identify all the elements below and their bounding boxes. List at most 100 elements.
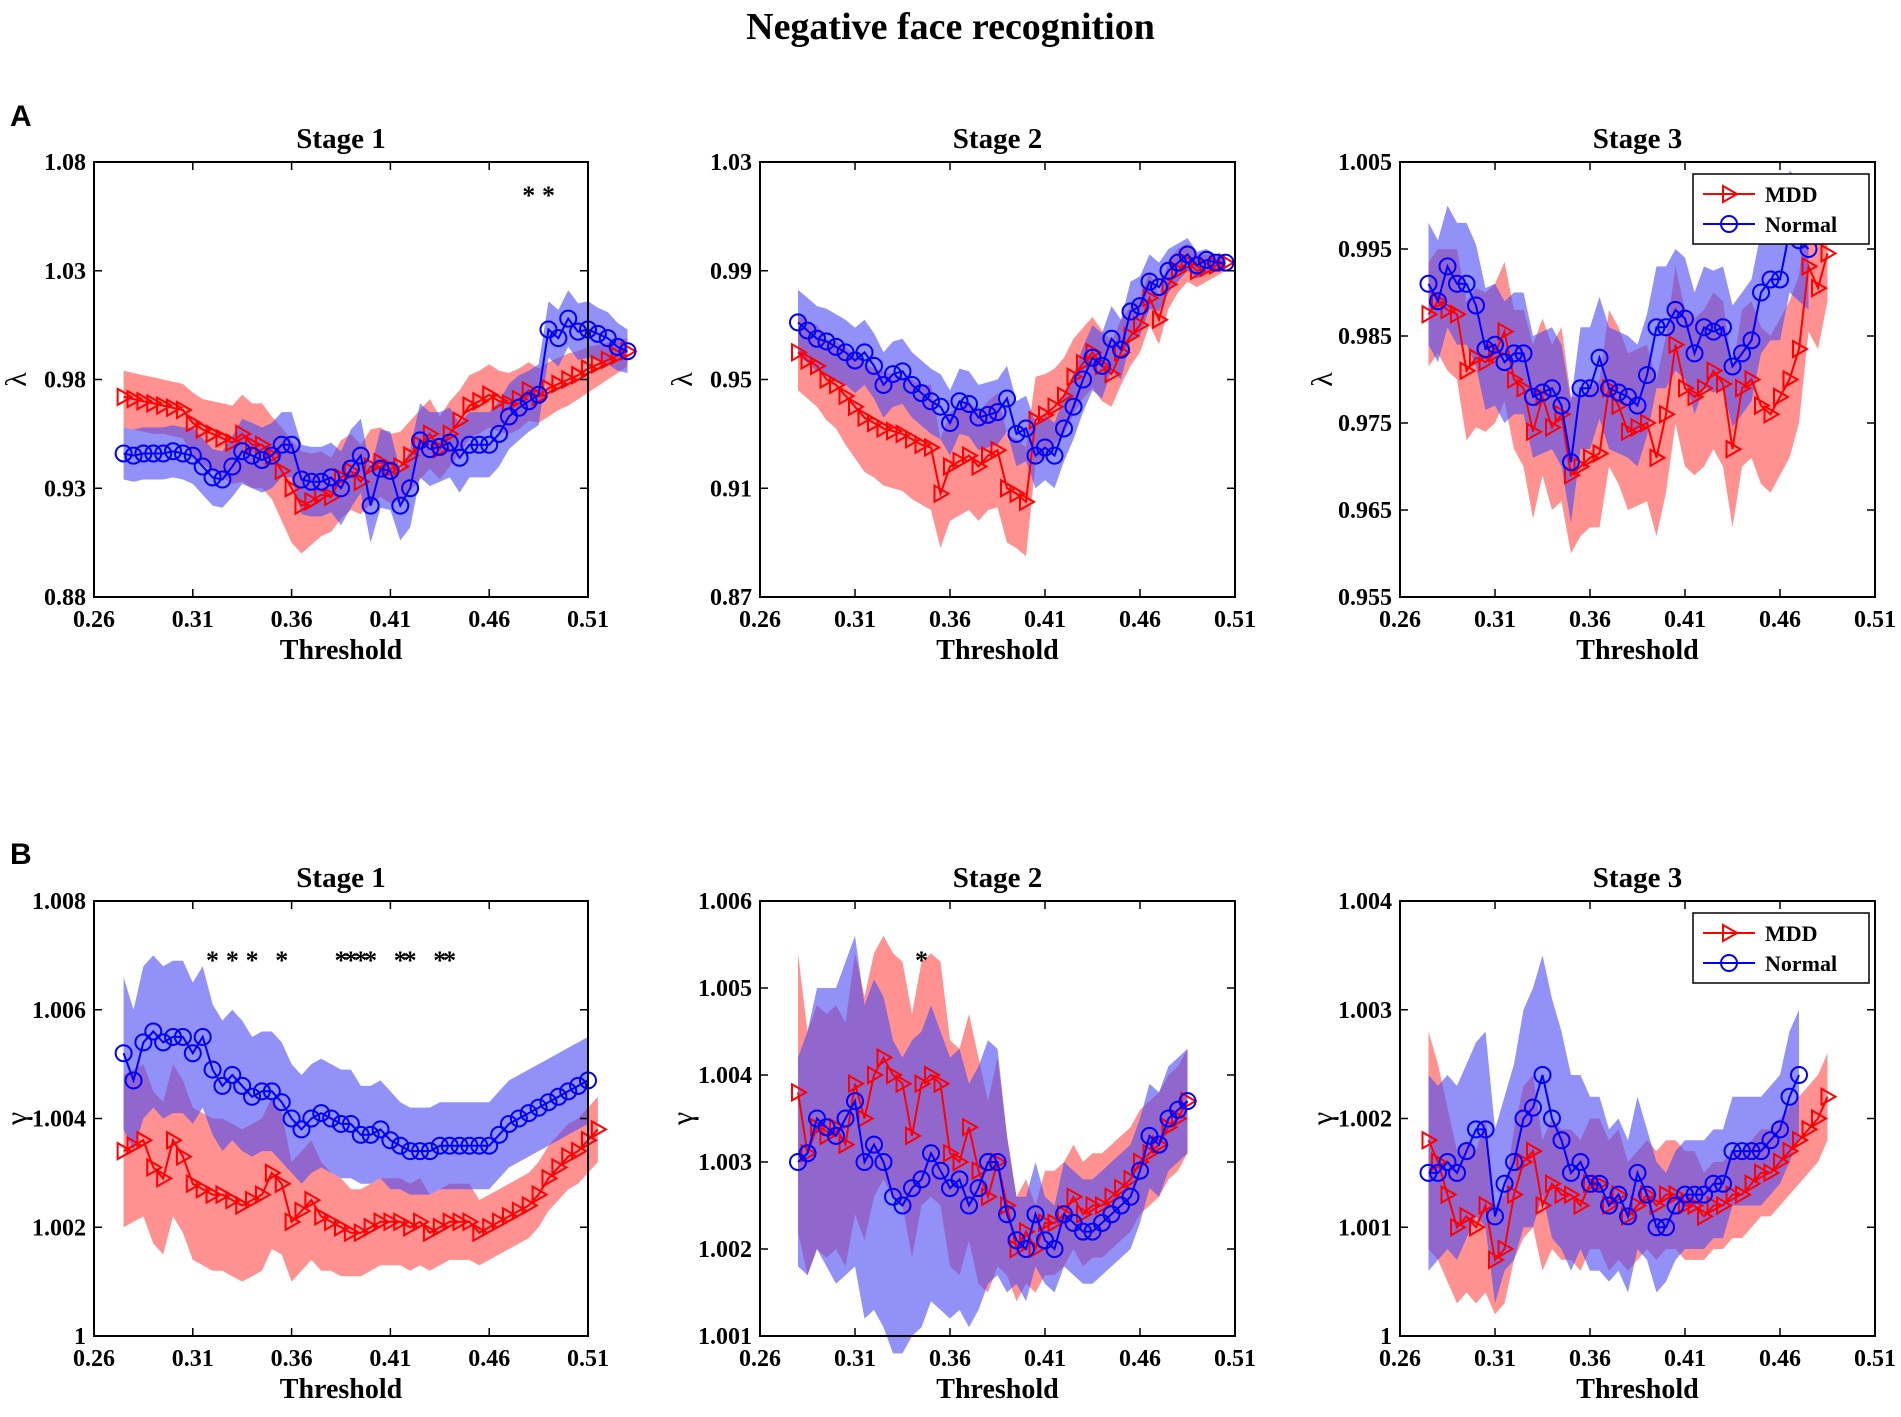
mdd-point: [791, 1082, 809, 1103]
mdd-point: [1085, 1195, 1103, 1216]
mdd-point: [571, 1141, 589, 1161]
normal-point: [509, 1109, 528, 1128]
normal-point: [1562, 453, 1580, 472]
mdd-point: [1649, 448, 1667, 468]
mdd-point: [1659, 404, 1677, 425]
normal-point: [827, 1126, 845, 1145]
legend-marker-normal: [1720, 215, 1738, 233]
x-tick-label: 0.46: [468, 1346, 510, 1372]
x-tick-label: 0.51: [1854, 607, 1896, 633]
normal-point: [499, 1114, 518, 1133]
normal-point: [979, 405, 997, 424]
mdd-point: [952, 451, 970, 471]
mdd-point: [1763, 1163, 1781, 1183]
x-tick-label: 0.41: [1024, 1346, 1066, 1372]
normal-point: [1467, 1120, 1485, 1139]
x-tick-label: 0.31: [834, 607, 876, 633]
y-tick-label: 0.91: [710, 476, 752, 502]
y-tick-label: 1.03: [44, 259, 86, 285]
normal-point: [154, 1033, 173, 1052]
legend-label-normal: Normal: [1765, 951, 1837, 976]
x-tick-label: 0.46: [1119, 607, 1161, 633]
normal-markers-5: [1419, 1066, 1808, 1237]
normal-point: [1419, 274, 1438, 293]
mdd-point: [1497, 1239, 1515, 1259]
mdd-point: [1621, 421, 1639, 442]
mdd-point: [981, 445, 999, 466]
mdd-point: [1706, 361, 1724, 381]
normal-point: [969, 408, 988, 427]
normal-point: [420, 440, 439, 459]
normal-point: [1638, 1185, 1656, 1204]
y-tick-label: 1.002: [32, 1215, 86, 1241]
y-tick-label: 0.955: [1338, 585, 1392, 611]
normal-point: [1102, 329, 1121, 348]
mdd-point: [492, 1212, 510, 1232]
mdd-point: [334, 467, 352, 488]
mdd-point: [1421, 304, 1439, 324]
mdd-point: [943, 456, 961, 477]
mdd-point: [1440, 1184, 1458, 1205]
normal-point: [884, 365, 902, 384]
y-tick-label: 1.002: [698, 1237, 752, 1263]
normal-point: [144, 444, 163, 463]
normal-point: [173, 1027, 192, 1046]
y-tick-label: 0.985: [1338, 324, 1392, 350]
mdd-point: [1583, 448, 1601, 468]
x-tick-label: 0.51: [1854, 1346, 1896, 1372]
mdd-point: [1573, 1195, 1591, 1216]
y-tick-label: 1.03: [710, 150, 752, 176]
normal-point: [1590, 348, 1609, 367]
x-tick-label: 0.26: [1379, 1346, 1421, 1372]
normal-point: [332, 1114, 350, 1133]
normal-point: [322, 1109, 341, 1128]
mdd-point: [848, 1073, 866, 1094]
significance-asterisk: *: [246, 946, 259, 975]
axes-frame-4: [759, 900, 1236, 1337]
y-axis-label: γ: [1306, 1112, 1339, 1126]
x-tick-label: 0.46: [1119, 1346, 1161, 1372]
x-tick-label: 0.26: [1379, 607, 1421, 633]
mdd-point: [800, 350, 818, 371]
mdd-point: [1516, 1152, 1534, 1172]
normal-point: [893, 362, 912, 381]
normal-point: [1543, 379, 1561, 398]
normal-point: [950, 392, 969, 411]
mdd-point: [1725, 439, 1743, 459]
mdd-point: [819, 1126, 837, 1146]
mdd-point: [304, 1190, 322, 1210]
mdd-point: [829, 1117, 847, 1137]
x-tick-label: 0.26: [73, 607, 115, 633]
mdd-point: [914, 1073, 932, 1094]
mdd-point: [1545, 1174, 1563, 1194]
x-tick-label: 0.26: [739, 1346, 781, 1372]
mdd-band-1: [798, 243, 1226, 557]
mdd-point: [1811, 278, 1829, 298]
y-tick-label: 1.004: [698, 1063, 752, 1089]
normal-point: [1581, 379, 1599, 398]
normal-point: [430, 1136, 449, 1155]
normal-point: [1495, 1174, 1514, 1193]
mdd-point: [1678, 1195, 1696, 1216]
normal-point: [1457, 274, 1476, 293]
mdd-point: [1564, 465, 1582, 485]
mdd-point: [1478, 352, 1496, 372]
normal-band-1: [798, 238, 1226, 489]
mdd-point: [1668, 334, 1686, 355]
normal-point: [865, 356, 883, 375]
normal-point: [1742, 1142, 1761, 1161]
normal-point: [411, 1142, 430, 1161]
normal-point: [922, 392, 940, 411]
legend-marker-mdd: [1722, 184, 1740, 204]
mdd-point: [195, 1179, 213, 1199]
normal-point: [1505, 1153, 1523, 1171]
mdd-point: [1450, 1217, 1468, 1237]
mdd-point: [314, 485, 332, 505]
mdd-point: [126, 1135, 144, 1156]
normal-point: [223, 1066, 242, 1084]
mdd-point: [1161, 274, 1179, 295]
mdd-point: [1564, 1184, 1582, 1205]
mdd-point: [1592, 443, 1610, 464]
mdd-point: [1180, 1091, 1198, 1111]
normal-markers-3: [114, 1022, 597, 1161]
